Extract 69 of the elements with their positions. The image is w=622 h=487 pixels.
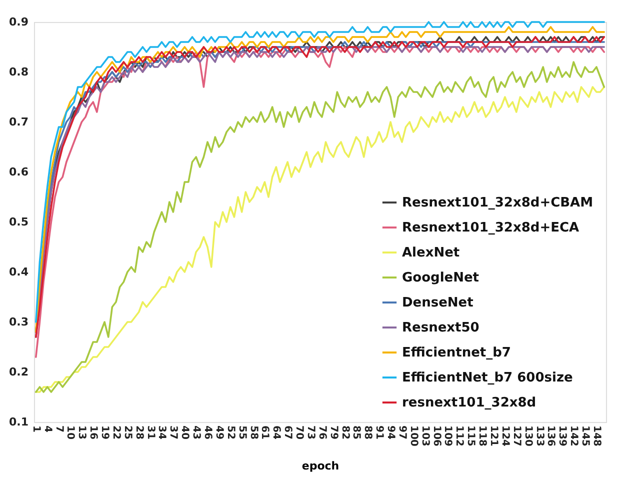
- x-tick-label: 148: [590, 426, 602, 446]
- x-tick-label: 52: [224, 426, 236, 440]
- x-tick-label: 79: [328, 426, 339, 440]
- legend-label: resnext101_32x8d: [402, 396, 536, 410]
- x-tick-label: 49: [213, 426, 224, 440]
- y-tick-label: 0.6: [9, 166, 29, 178]
- y-tick-label: 0.9: [9, 16, 28, 28]
- x-tick-label: 100: [408, 426, 419, 446]
- x-tick-label: 28: [133, 426, 144, 440]
- x-tick-label: 40: [179, 426, 190, 440]
- x-tick-label: 73: [304, 426, 316, 440]
- x-tick-label: 139: [556, 426, 568, 446]
- x-tick-label: 64: [270, 426, 282, 440]
- x-tick-label: 34: [156, 426, 168, 440]
- x-tick-label: 118: [476, 426, 488, 446]
- legend-label: GoogleNet: [402, 270, 480, 286]
- x-tick-label: 55: [236, 426, 248, 440]
- x-tick-label: 121: [488, 426, 500, 446]
- x-tick-label: 10: [64, 426, 76, 440]
- x-tick-label: 67: [282, 426, 294, 440]
- y-tick-label: 0.8: [9, 66, 28, 78]
- x-axis-title: epoch: [302, 459, 340, 472]
- x-tick-label: 58: [248, 426, 259, 440]
- x-tick-label: 16: [88, 426, 99, 440]
- x-tick-label: 37: [168, 426, 179, 440]
- legend-label: Resnext50: [402, 320, 480, 336]
- x-tick-label: 61: [259, 426, 270, 440]
- x-tick-label: 115: [465, 426, 476, 446]
- legend-label: Resnext101_32x8d+CBAM: [402, 196, 594, 210]
- x-tick-label: 142: [568, 426, 580, 446]
- x-tick-label: 1: [30, 426, 42, 432]
- legend-label: EfficientNet_b7 600size: [402, 370, 574, 386]
- x-tick-label: 106: [430, 426, 442, 446]
- x-tick-label: 13: [76, 426, 88, 440]
- legend-label: Resnext101_32x8d+ECA: [402, 220, 580, 236]
- x-tick-label: 136: [545, 426, 556, 446]
- x-tick-label: 4: [42, 426, 53, 432]
- x-tick-label: 97: [396, 426, 408, 440]
- legend-label: DenseNet: [402, 296, 474, 310]
- x-tick-label: 25: [122, 426, 133, 440]
- x-tick-label: 82: [339, 426, 350, 440]
- y-tick-label: 0.3: [9, 316, 28, 328]
- x-tick-label: 88: [362, 426, 374, 440]
- legend-label: Efficientnet_b7: [402, 346, 511, 360]
- legend-label: AlexNet: [402, 246, 460, 260]
- x-tick-label: 19: [99, 426, 110, 440]
- x-tick-label: 46: [202, 426, 214, 440]
- y-tick-label: 0.4: [9, 266, 29, 278]
- y-tick-label: 0.2: [9, 366, 28, 378]
- x-tick-label: 112: [454, 426, 465, 446]
- x-tick-label: 85: [350, 426, 362, 440]
- x-tick-label: 7: [53, 426, 64, 432]
- x-tick-label: 94: [385, 426, 396, 440]
- y-tick-label: 0.5: [9, 216, 28, 228]
- x-tick-label: 103: [419, 426, 430, 446]
- x-tick-label: 145: [580, 426, 591, 446]
- x-tick-label: 127: [510, 426, 522, 446]
- x-tick-label: 130: [522, 426, 534, 446]
- x-tick-label: 43: [190, 426, 202, 440]
- y-tick-label: 0.1: [9, 416, 28, 428]
- x-tick-label: 109: [442, 426, 454, 446]
- x-tick-label: 76: [316, 426, 328, 440]
- x-tick-label: 70: [294, 426, 305, 440]
- x-tick-label: 31: [144, 426, 156, 440]
- x-tick-label: 91: [374, 426, 385, 440]
- y-tick-label: 0.7: [9, 116, 28, 128]
- x-tick-label: 133: [534, 426, 545, 446]
- x-tick-label: 22: [110, 426, 122, 440]
- x-tick-label: 124: [499, 426, 510, 446]
